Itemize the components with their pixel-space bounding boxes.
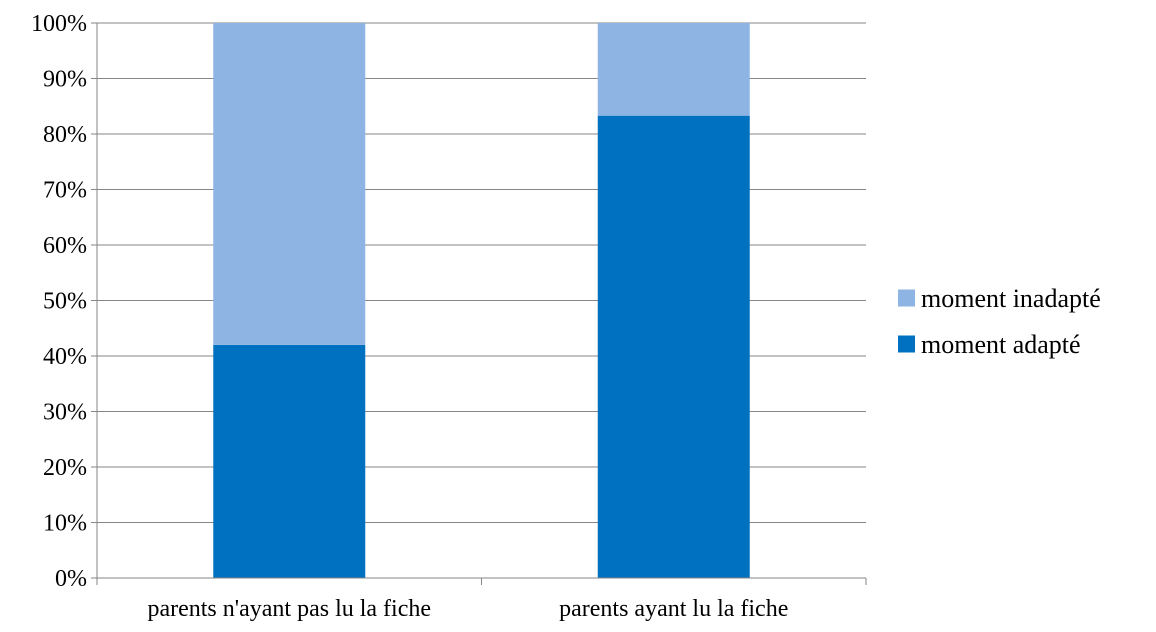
gridlines — [97, 22, 866, 523]
bars — [213, 23, 750, 578]
y-tick-label: 90% — [43, 67, 87, 93]
legend: moment inadapté moment adapté — [898, 284, 1101, 359]
legend-swatch — [898, 289, 915, 307]
y-tick-label: 30% — [43, 400, 87, 426]
y-tick-label: 10% — [43, 511, 87, 537]
bar-segment — [597, 23, 750, 116]
legend-label: moment inadapté — [921, 284, 1101, 313]
legend-label: moment adapté — [921, 330, 1081, 359]
y-tick-label: 100% — [31, 11, 87, 37]
bar-segment — [213, 344, 366, 578]
y-tick-label: 20% — [43, 455, 87, 481]
y-tick-label: 60% — [43, 233, 87, 259]
x-category-label: parents ayant lu la fiche — [559, 596, 788, 622]
axes: 0% 10% 20% 30% 40% 50% 60% 70% 80% 90% 100% parents… — [31, 11, 867, 622]
y-tick-label: 80% — [43, 122, 87, 148]
x-category-label: parents n'ayant pas lu la fiche — [147, 596, 431, 622]
bar-segment — [597, 115, 750, 578]
y-tick-label: 0% — [55, 566, 87, 592]
y-tick-label: 50% — [43, 289, 87, 315]
y-tick-label: 70% — [43, 178, 87, 204]
y-tick-label: 40% — [43, 344, 87, 370]
bar-segment — [213, 23, 366, 345]
legend-swatch — [898, 335, 915, 353]
